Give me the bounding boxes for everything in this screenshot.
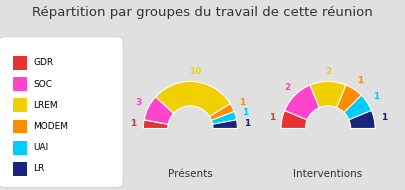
Text: 10: 10 [190, 67, 202, 76]
Bar [13, 98, 27, 112]
Wedge shape [349, 110, 375, 128]
Bar [13, 162, 27, 176]
Wedge shape [209, 104, 234, 120]
Text: LREM: LREM [34, 101, 58, 110]
Text: Présents: Présents [168, 169, 213, 179]
Text: 3: 3 [136, 98, 142, 107]
Text: SOC: SOC [34, 80, 53, 89]
Text: UAI: UAI [34, 143, 49, 152]
Text: GDR: GDR [34, 58, 53, 67]
Text: 2: 2 [325, 66, 331, 76]
Text: 2: 2 [284, 83, 291, 92]
Wedge shape [144, 97, 174, 124]
Wedge shape [213, 120, 237, 128]
Wedge shape [310, 82, 346, 108]
Wedge shape [211, 112, 237, 124]
FancyBboxPatch shape [0, 37, 123, 187]
Text: MODEM: MODEM [34, 122, 68, 131]
Text: 1: 1 [381, 113, 388, 122]
Wedge shape [285, 85, 320, 120]
Text: 1: 1 [269, 113, 275, 122]
Wedge shape [156, 82, 230, 117]
Bar [13, 77, 27, 91]
Text: Répartition par groupes du travail de cette réunion: Répartition par groupes du travail de ce… [32, 6, 373, 19]
Wedge shape [143, 120, 168, 128]
Wedge shape [344, 95, 371, 120]
Text: 1: 1 [130, 119, 136, 128]
Text: 1: 1 [357, 76, 363, 85]
Text: 1: 1 [373, 92, 379, 101]
Wedge shape [337, 85, 361, 112]
Text: LR: LR [34, 164, 45, 173]
Bar [13, 141, 27, 154]
Text: 1: 1 [244, 119, 251, 128]
Text: 1: 1 [243, 108, 249, 117]
Text: 1: 1 [239, 98, 245, 107]
Text: Interventions: Interventions [294, 169, 362, 179]
Bar [13, 120, 27, 133]
Bar [13, 56, 27, 70]
Wedge shape [281, 110, 307, 128]
